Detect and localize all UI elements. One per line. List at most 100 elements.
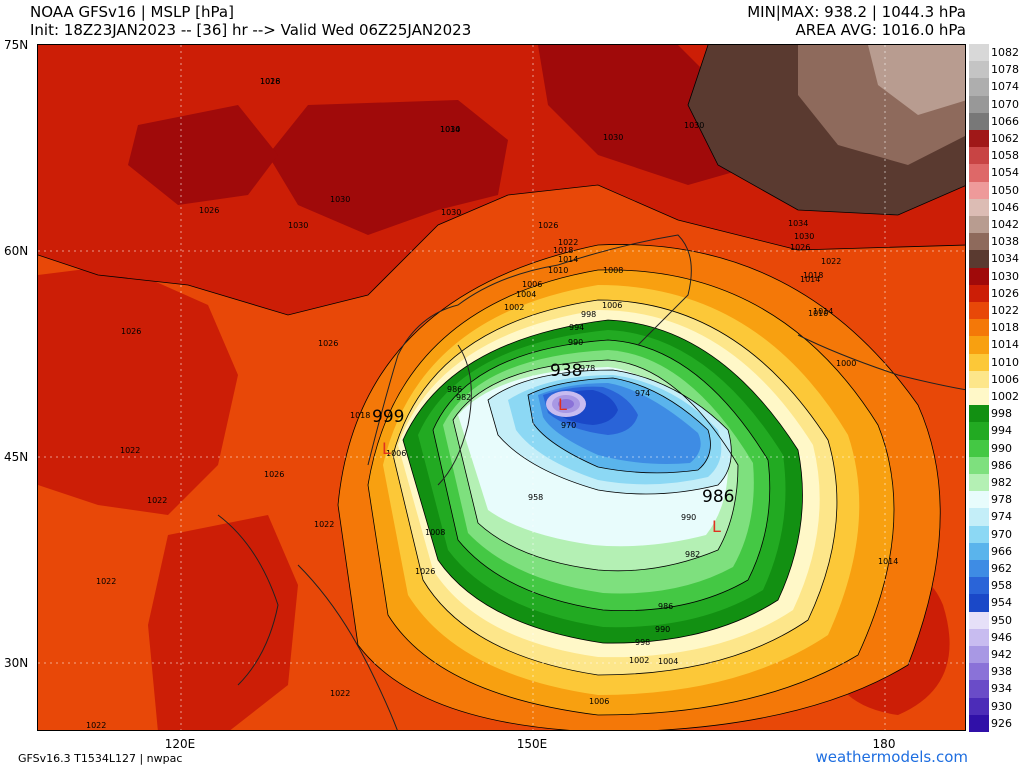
colorbar-swatch-978 <box>969 491 989 509</box>
field-1046 <box>868 45 965 115</box>
colorbar-swatch-1062 <box>969 130 989 148</box>
colorbar-swatch-926 <box>969 714 989 733</box>
lon-label-180: 180 <box>872 737 896 751</box>
colorbar-label-1082: 1082 <box>991 46 1019 59</box>
colorbar-swatch-954 <box>969 594 989 613</box>
min-max-readout: MIN|MAX: 938.2 | 1044.3 hPa <box>747 3 966 21</box>
contour-label: 1026 <box>264 470 285 479</box>
contour-label: 1026 <box>260 77 281 86</box>
colorbar-swatch-938 <box>969 663 989 681</box>
colorbar-label-970: 970 <box>991 527 1012 541</box>
contour-label: 982 <box>685 550 701 559</box>
contour-label: 1010 <box>548 266 569 275</box>
contour-label: 1022 <box>147 496 168 505</box>
colorbar-label-1050: 1050 <box>991 183 1019 197</box>
colorbar-label-1062: 1062 <box>991 132 1019 145</box>
contour-label: 1004 <box>658 657 679 666</box>
contour-label: 1034 <box>788 219 809 228</box>
colorbar-label-998: 998 <box>991 407 1012 421</box>
contour-label: 1008 <box>603 266 624 275</box>
contour-label: 998 <box>635 638 651 647</box>
colorbar-label-946: 946 <box>991 630 1012 644</box>
contour-label: 1030 <box>794 232 815 241</box>
colorbar-swatch-934 <box>969 680 989 699</box>
colorbar-label-1006: 1006 <box>991 372 1019 386</box>
field-938 <box>558 399 574 409</box>
colorbar-swatch-1058 <box>969 147 989 165</box>
contour-label: 1014 <box>800 275 821 284</box>
colorbar-label-1018: 1018 <box>991 321 1019 335</box>
contour-label: 1014 <box>813 307 834 316</box>
colorbar-label-1002: 1002 <box>991 390 1019 403</box>
contour-label: 1030 <box>603 133 624 142</box>
colorbar-label-1066: 1066 <box>991 114 1019 128</box>
contour-label: 1006 <box>589 697 610 706</box>
colorbar: 1082 1078 1074 1070 1066 1062 1058 1054 1050 1046… <box>969 44 1024 749</box>
lat-label-45n: 45N <box>4 450 29 464</box>
coastlines <box>217 234 965 730</box>
mslp-map: 1026 1030 1030 1030 1030 1026 1030 1030 1026 1034… <box>37 44 966 731</box>
contour-label: 1026 <box>538 221 559 230</box>
center-value-938: 938 <box>550 361 583 381</box>
colorbar-swatch-958 <box>969 577 989 595</box>
contour-label: 1002 <box>504 303 525 312</box>
colorbar-swatch-962 <box>969 560 989 578</box>
colorbar-label-1058: 1058 <box>991 149 1019 163</box>
isobar-lines <box>38 45 965 730</box>
colorbar-label-966: 966 <box>991 544 1012 558</box>
contour-label: 994 <box>569 323 585 332</box>
contour-label: 1000 <box>836 359 857 368</box>
colorbar-label-986: 986 <box>991 458 1012 472</box>
colorbar-swatch-1022 <box>969 302 989 320</box>
contour-label: 1010 <box>808 309 829 318</box>
field-1026-west <box>38 265 238 515</box>
contour-label: 1006 <box>386 449 407 458</box>
colorbar-swatch-1002 <box>969 388 989 406</box>
contour-label: 1026 <box>790 243 811 252</box>
contour-label: 1004 <box>516 290 537 299</box>
colorbar-label-954: 954 <box>991 596 1012 610</box>
colorbar-swatch-930 <box>969 697 989 716</box>
contour-label: 1018 <box>260 77 281 86</box>
center-value-999: 999 <box>372 407 405 427</box>
colorbar-swatch-942 <box>969 646 989 664</box>
colorbar-label-1010: 1010 <box>991 355 1019 369</box>
colorbar-label-942: 942 <box>991 648 1012 661</box>
contour-label: 1030 <box>288 221 309 230</box>
colorbar-swatch-1006 <box>969 370 989 389</box>
colorbar-label-974: 974 <box>991 510 1012 524</box>
lon-label-120e: 120E <box>164 737 196 751</box>
colorbar-swatch-986 <box>969 456 989 475</box>
mslp-map-svg <box>38 45 965 730</box>
contour-label: 1014 <box>440 125 461 134</box>
colorbar-label-962: 962 <box>991 562 1012 575</box>
brand-link[interactable]: weathermodels.com <box>815 748 968 766</box>
contour-label: 1002 <box>629 656 650 665</box>
model-footer: GFSv16.3 T1534L127 | nwpac <box>18 752 183 765</box>
contour-label: 1030 <box>684 121 705 130</box>
contour-label: 1030 <box>440 125 461 134</box>
colorbar-label-1014: 1014 <box>991 338 1019 352</box>
contour-label: 974 <box>635 389 651 398</box>
field-1034b <box>128 105 278 205</box>
contour-label: 1026 <box>199 206 220 215</box>
chart-title: NOAA GFSv16 | MSLP [hPa] <box>30 3 234 21</box>
contour-label: 1022 <box>330 689 351 698</box>
center-low-986: L <box>712 517 721 536</box>
contour-label: 1022 <box>120 446 141 455</box>
colorbar-label-1074: 1074 <box>991 80 1019 94</box>
contour-label: 970 <box>561 421 577 430</box>
colorbar-swatch-1042 <box>969 216 989 234</box>
colorbar-swatch-1034 <box>969 250 989 269</box>
contour-label: 990 <box>681 513 697 522</box>
colorbar-swatch-1018 <box>969 319 989 337</box>
contour-label: 1026 <box>415 567 436 576</box>
center-value-986: 986 <box>702 487 735 507</box>
colorbar-swatch-994 <box>969 422 989 441</box>
colorbar-swatch-950 <box>969 611 989 630</box>
colorbar-label-926: 926 <box>991 716 1012 730</box>
colorbar-label-1038: 1038 <box>991 235 1019 249</box>
center-low-938: L <box>558 395 567 414</box>
colorbar-label-938: 938 <box>991 665 1012 679</box>
colorbar-swatch-1046 <box>969 198 989 217</box>
